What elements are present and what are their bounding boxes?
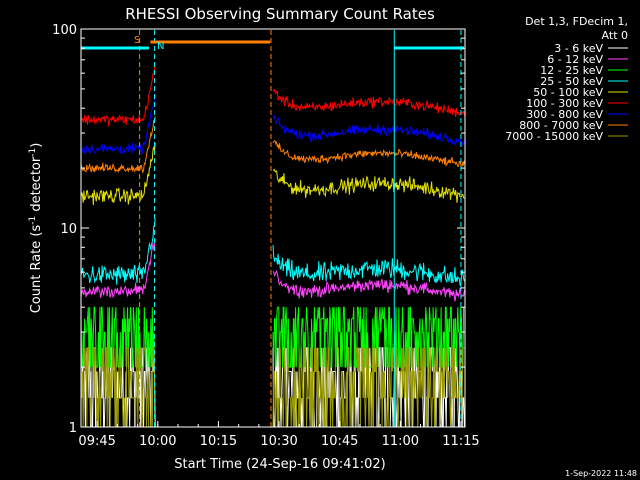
chart-title: RHESSI Observing Summary Count Rates (125, 5, 435, 23)
legend-label-3: 25 - 50 keV (540, 75, 603, 88)
axes-layer: 09:45 10:00 10:15 10:30 10:45 11:00 11:15 1 10 10… (52, 23, 480, 449)
x-tick-label-2: 10:15 (200, 434, 237, 449)
y-axis-label-part2: detector (29, 156, 44, 216)
legend-header-line1: Det 1,3, FDecim 1, (525, 15, 628, 28)
y-axis-label: Count Rate (s-1 detector-1) (28, 143, 44, 314)
x-axis-label: Start Time (24-Sep-16 09:41:02) (174, 457, 385, 472)
y-axis-label-sup2: -1 (28, 148, 38, 157)
x-tick-label-3: 10:30 (260, 434, 297, 449)
series-line-1 (80, 239, 465, 302)
y-tick-label-2: 100 (52, 23, 77, 38)
data-layer (80, 65, 465, 428)
x-tick-label-0: 09:45 (78, 434, 115, 449)
y-tick-label-1: 10 (60, 222, 77, 237)
overlay-layer (81, 30, 464, 427)
saa-flag-label: S (134, 35, 140, 46)
series-line-6 (80, 93, 465, 156)
y-tick-label-0: 1 (69, 421, 77, 436)
legend-label-7: 800 - 7000 keV (519, 119, 603, 132)
x-tick-label-5: 11:00 (382, 434, 419, 449)
legend-header-line2: Att 0 (602, 29, 628, 42)
series-line-4 (80, 142, 465, 206)
legend-label-2: 12 - 25 keV (540, 64, 603, 77)
legend-label-0: 3 - 6 keV (554, 42, 603, 55)
legend-label-4: 50 - 100 keV (533, 86, 603, 99)
legend-label-1: 6 - 12 keV (547, 53, 603, 66)
legend-label-8: 7000 - 15000 keV (505, 130, 603, 143)
x-tick-label-6: 11:15 (442, 434, 479, 449)
legend-label-6: 300 - 800 keV (526, 108, 603, 121)
footer-date: 1-Sep-2022 11:48 (565, 469, 637, 478)
series-line-5 (80, 65, 465, 127)
night-flag-label: N (157, 41, 164, 52)
y-axis-label-part3: ) (29, 143, 44, 148)
legend-label-5: 100 - 300 keV (526, 97, 603, 110)
x-tick-label-1: 10:00 (139, 434, 176, 449)
y-axis-label-part1: Count Rate (s (29, 225, 44, 314)
series-line-7 (80, 116, 465, 175)
series-line-3 (80, 218, 465, 287)
y-axis-label-sup1: -1 (28, 216, 38, 225)
x-tick-label-4: 10:45 (321, 434, 358, 449)
